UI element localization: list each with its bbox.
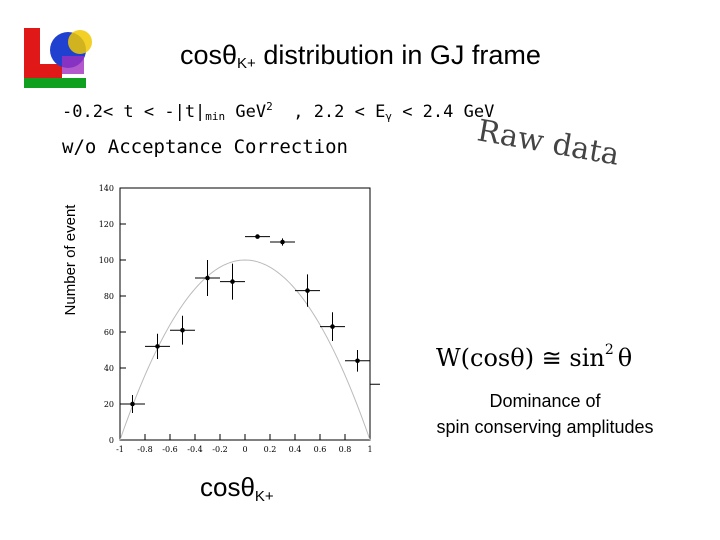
x-tick-label: 0.4 [289,445,302,454]
y-tick-label: 40 [104,364,114,373]
x-tick-label: -0.6 [162,445,177,454]
x-tick-label: -1 [116,445,124,454]
y-tick-label: 80 [104,292,114,301]
angular-formula: W(cosθ) ≅ sin2 θ [436,342,632,372]
data-marker [230,279,235,284]
data-point [295,274,320,307]
data-point [220,263,245,300]
y-tick-label: 20 [104,400,114,409]
data-point [145,333,170,359]
y-tick-label: 100 [99,256,114,265]
logo-green-strip [24,78,86,88]
data-point [370,383,380,385]
x-tick-label: 1 [367,445,372,454]
dominance-line-1: Dominance of [489,391,601,411]
data-point [195,260,220,296]
x-tick-label: -0.2 [212,445,227,454]
y-axis-label: Number of event [62,204,79,316]
y-tick-label: 60 [104,328,114,337]
svg-text:Raw data: Raw data [475,113,622,172]
logo-yellow-circle [68,30,92,54]
x-tick-label: 0.8 [339,445,352,454]
data-point [320,312,345,341]
kinematic-cuts: -0.2< t < -|t|min GeV2 , 2.2 < Eγ < 2.4 … [62,100,495,123]
y-tick-label: 140 [99,184,114,193]
data-marker [280,239,285,245]
x-tick-label: 0.6 [314,445,327,454]
data-marker [180,327,185,333]
x-tick-label: -0.8 [137,445,152,454]
data-point [345,350,370,372]
raw-data-label: Raw data [475,113,622,172]
x-tick-label: 0.2 [264,445,277,454]
x-axis-title: cosθK+ [200,472,274,505]
x-tick-label: 0 [242,445,247,454]
data-marker [130,401,135,407]
data-marker [255,234,260,239]
data-point [270,238,295,246]
data-marker [205,275,210,281]
correction-note: w/o Acceptance Correction [62,136,348,158]
dominance-line-2: spin conserving amplitudes [436,417,654,437]
data-marker [155,344,160,349]
data-marker [355,358,360,364]
x-tick-label: -0.4 [187,445,202,454]
data-point [120,395,145,413]
logo-l-shape [24,28,62,78]
data-marker [305,288,310,293]
y-tick-label: 120 [99,220,114,229]
data-point [170,315,195,345]
y-tick-label: 0 [109,436,114,445]
dominance-note: Dominance of spin conserving amplitudes [400,388,690,440]
data-point [245,234,270,239]
sin2-fit-curve [119,259,371,441]
slide-title: cosθK+ distribution in GJ frame [180,40,541,72]
lepton-logo [18,22,100,94]
cos-theta-histogram: Number of event -1 -0.8 -0.6 -0.4 -0.2 0 0.2 0.… [62,184,380,454]
logo-purple-block [62,56,84,74]
data-marker [330,324,335,329]
